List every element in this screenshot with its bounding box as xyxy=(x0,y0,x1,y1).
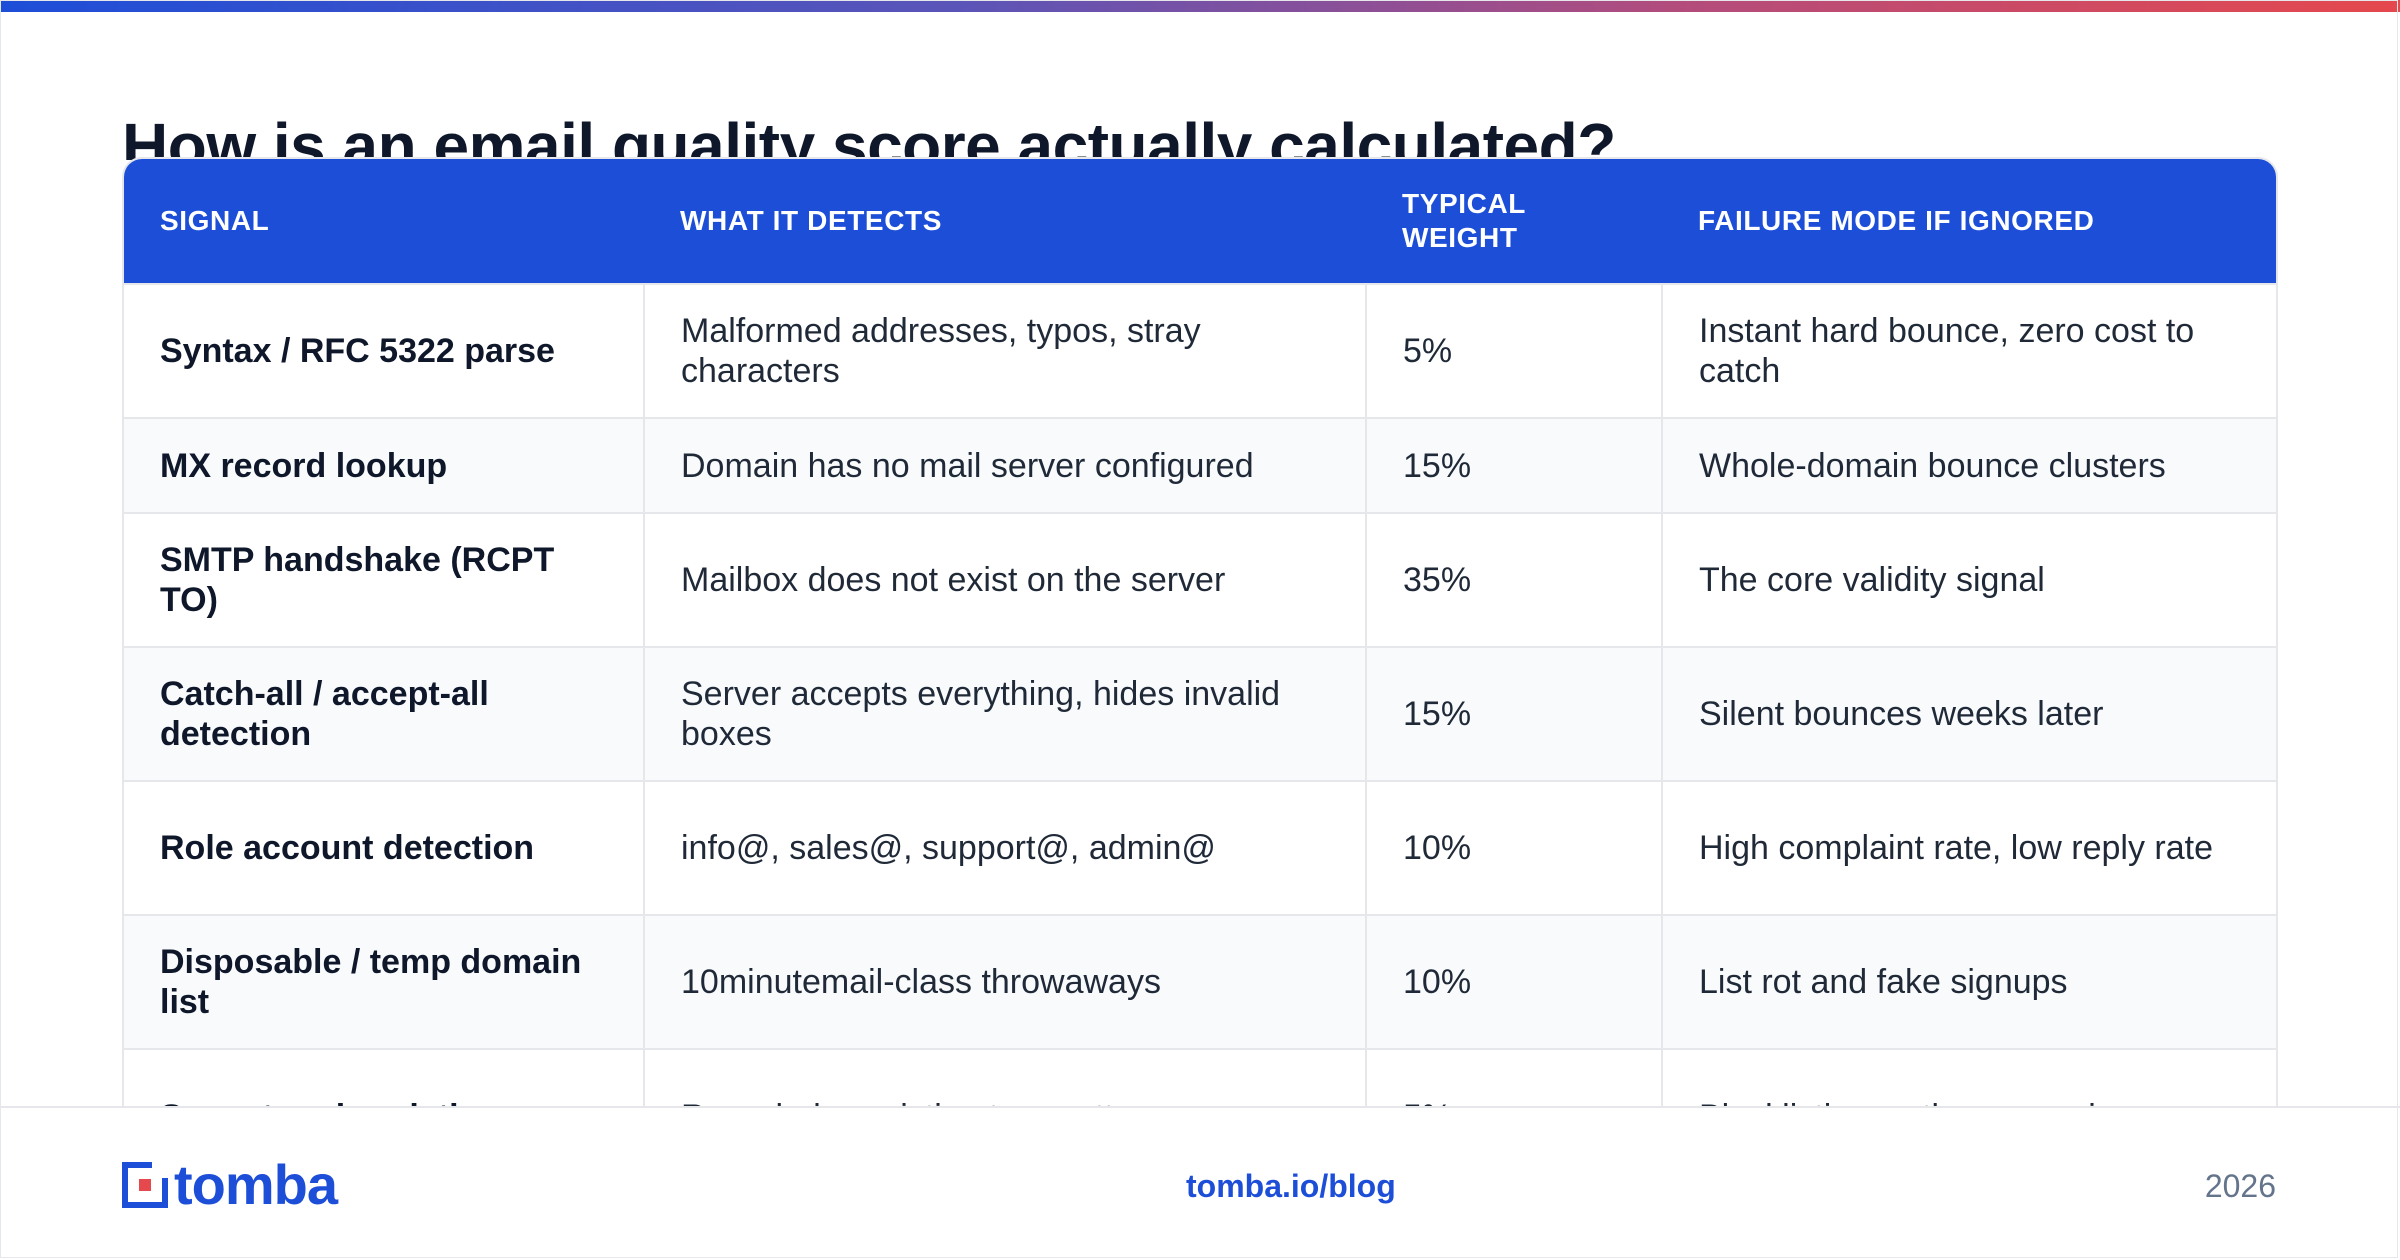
table-row: Disposable / temp domain list 10minutema… xyxy=(124,914,2276,1049)
header-what-it-detects: WHAT IT DETECTS xyxy=(680,205,943,236)
cell-detects: Mailbox does not exist on the server xyxy=(643,512,1366,647)
footer: tomba tomba.io/blog 2026 xyxy=(0,1108,2400,1258)
cell-signal: Role account detection xyxy=(124,780,644,915)
cell-signal: Disposable / temp domain list xyxy=(124,914,644,1049)
header-failure-mode: FAILURE MODE IF IGNORED xyxy=(1698,205,2095,236)
footer-divider xyxy=(0,1106,2400,1108)
table-header-row: SIGNAL WHAT IT DETECTS TYPICAL WEIGHT FA… xyxy=(124,159,2276,284)
cell-signal: Catch-all / accept-all detection xyxy=(124,646,644,781)
top-gradient-bar xyxy=(0,0,2400,12)
cell-detects: 10minutemail-class throwaways xyxy=(643,914,1366,1049)
cell-signal: SMTP handshake (RCPT TO) xyxy=(124,512,644,647)
brand-logo[interactable]: tomba xyxy=(122,1153,338,1216)
cell-failure: List rot and fake signups xyxy=(1661,914,2276,1049)
cell-weight: 10% xyxy=(1365,914,1662,1049)
cell-weight: 5% xyxy=(1365,283,1662,418)
table-row: Role account detection info@, sales@, su… xyxy=(124,780,2276,915)
cell-detects: info@, sales@, support@, admin@ xyxy=(643,780,1366,915)
table-row: MX record lookup Domain has no mail serv… xyxy=(124,417,2276,513)
cell-failure: Silent bounces weeks later xyxy=(1661,646,2276,781)
footer-year: 2026 xyxy=(2204,1168,2276,1204)
cell-failure: Instant hard bounce, zero cost to catch xyxy=(1661,283,2276,418)
header-typical-weight: TYPICAL WEIGHT xyxy=(1402,188,1526,253)
page-title: How is an email quality score actually c… xyxy=(122,110,1616,160)
brand-name: tomba xyxy=(174,1153,338,1216)
table-row: Catch-all / accept-all detection Server … xyxy=(124,646,2276,781)
cell-weight: 10% xyxy=(1365,780,1662,915)
signals-table: SIGNAL WHAT IT DETECTS TYPICAL WEIGHT FA… xyxy=(124,159,2276,1140)
signals-table-card: SIGNAL WHAT IT DETECTS TYPICAL WEIGHT FA… xyxy=(122,157,2278,1142)
cell-weight: 15% xyxy=(1365,417,1662,513)
cell-detects: Server accepts everything, hides invalid… xyxy=(643,646,1366,781)
blog-link[interactable]: tomba.io/blog xyxy=(1186,1168,1396,1204)
cell-weight: 15% xyxy=(1365,646,1662,781)
table-row: Syntax / RFC 5322 parse Malformed addres… xyxy=(124,283,2276,418)
cell-failure: The core validity signal xyxy=(1661,512,2276,647)
title-container: How is an email quality score actually c… xyxy=(122,108,2272,160)
cell-detects: Malformed addresses, typos, stray charac… xyxy=(643,283,1366,418)
cell-failure: High complaint rate, low reply rate xyxy=(1661,780,2276,915)
cell-signal: Syntax / RFC 5322 parse xyxy=(124,283,644,418)
cell-detects: Domain has no mail server configured xyxy=(643,417,1366,513)
header-signal: SIGNAL xyxy=(160,205,270,236)
tomba-logo-icon xyxy=(122,1162,168,1208)
cell-signal: MX record lookup xyxy=(124,417,644,513)
cell-weight: 35% xyxy=(1365,512,1662,647)
cell-failure: Whole-domain bounce clusters xyxy=(1661,417,2276,513)
table-row: SMTP handshake (RCPT TO) Mailbox does no… xyxy=(124,512,2276,647)
